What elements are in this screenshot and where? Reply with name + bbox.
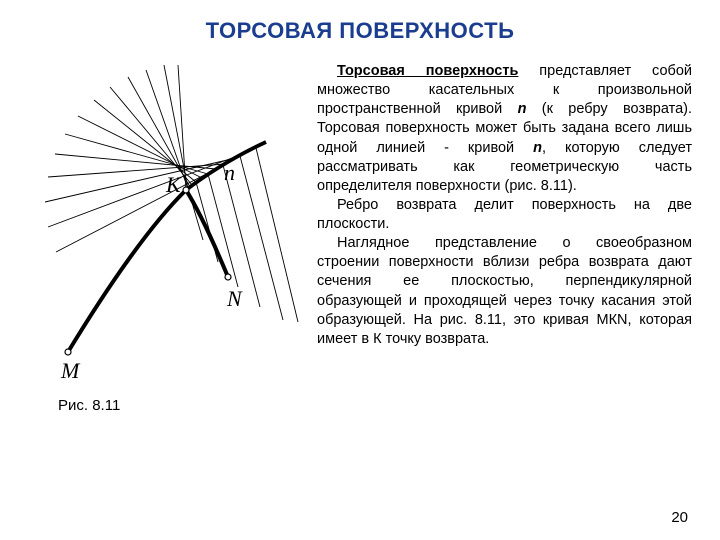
label-K: K: [165, 172, 182, 197]
paragraph-1: Торсовая поверхность представляет собой …: [317, 62, 692, 196]
figure-caption: Рис. 8.11: [58, 397, 303, 414]
label-M: M: [60, 358, 81, 382]
term: Торсовая поверхность: [337, 63, 518, 79]
paragraph-2: Ребро возврата делит поверхность на две …: [317, 196, 692, 234]
content-row: K n N M Рис. 8.11 Торсовая поверхность п…: [28, 62, 692, 414]
figure-column: K n N M Рис. 8.11: [28, 62, 303, 414]
label-N: N: [226, 286, 243, 311]
body-text: Торсовая поверхность представляет собой …: [317, 62, 692, 414]
page-number: 20: [671, 509, 688, 526]
paragraph-3: Наглядное представление о своеобразном с…: [317, 234, 692, 349]
label-n: n: [224, 160, 235, 185]
torse-surface-diagram: K n N M: [28, 62, 303, 382]
page-title: ТОРСОВАЯ ПОВЕРХНОСТЬ: [28, 18, 692, 44]
